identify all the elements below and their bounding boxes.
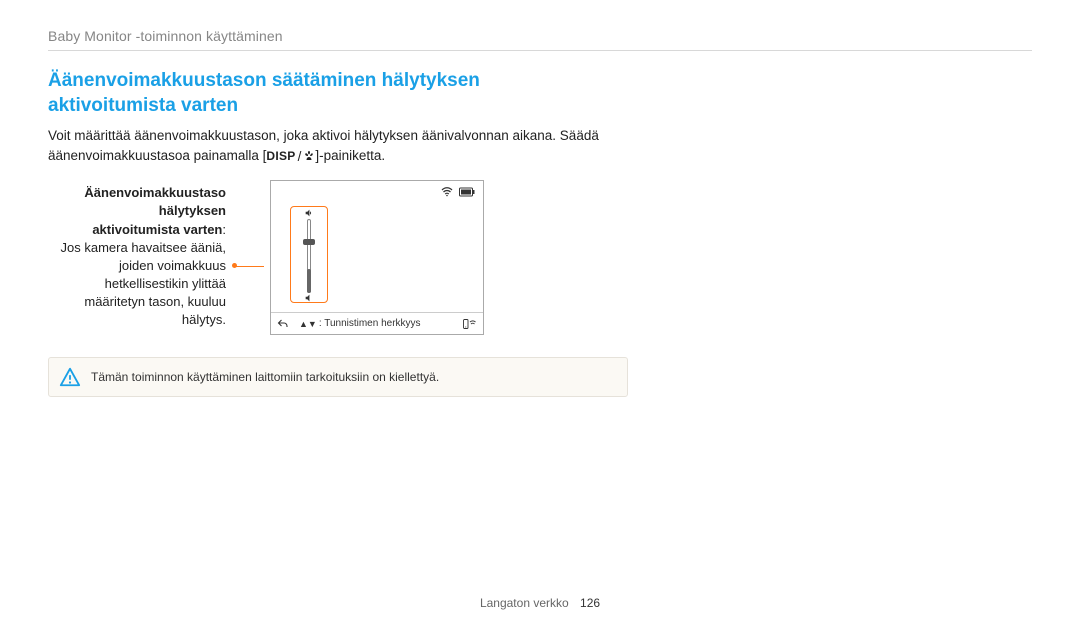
footer-page-number: 126 [580, 596, 600, 610]
sound-on-icon [304, 208, 314, 218]
note-text: Tämän toiminnon käyttäminen laittomiin t… [91, 370, 439, 384]
divider [48, 50, 1032, 51]
callout-colon: : [222, 222, 226, 237]
phone-waves-icon [463, 318, 477, 330]
up-down-arrows-icon: ▲▼ [299, 319, 317, 329]
back-icon [277, 318, 289, 330]
leader-line [234, 266, 264, 267]
body-text-post: ]-painiketta. [315, 148, 385, 163]
warning-icon [59, 366, 81, 388]
page-footer: Langaton verkko 126 [0, 596, 1080, 610]
callout-bold-2: hälytyksen [159, 203, 226, 218]
screen-footer-text: : Tunnistimen herkkyys [319, 318, 459, 329]
slider-fill [307, 269, 311, 293]
callout-bold-3: aktivoitumista varten [92, 222, 222, 237]
body-paragraph: Voit määrittää äänenvoimakkuustason, jok… [48, 126, 608, 166]
leader-dot [232, 263, 237, 268]
breadcrumb: Baby Monitor -toiminnon käyttäminen [48, 28, 1032, 44]
disp-text: DISP [266, 148, 295, 165]
callout-text: Äänenvoimakkuustaso hälytyksen aktivoitu… [48, 180, 226, 330]
volume-slider[interactable] [296, 211, 322, 299]
slash: / [298, 147, 302, 167]
screen-footer-bar: ▲▼ : Tunnistimen herkkyys [271, 312, 483, 334]
disp-button-label: DISP/ [266, 147, 315, 167]
macro-flower-icon [303, 150, 315, 162]
sound-off-icon [304, 293, 314, 303]
callout-desc: Jos kamera havaitsee ääniä, joiden voima… [61, 240, 226, 328]
slider-knob[interactable] [303, 239, 315, 245]
camera-screen-mockup: ▲▼ : Tunnistimen herkkyys [270, 180, 484, 335]
section-heading: Äänenvoimakkuustason säätäminen hälytyks… [48, 69, 608, 118]
footer-section: Langaton verkko [480, 596, 569, 610]
callout-bold-1: Äänenvoimakkuustaso [84, 185, 226, 200]
warning-note: Tämän toiminnon käyttäminen laittomiin t… [48, 357, 628, 397]
battery-icon [459, 187, 475, 197]
wifi-icon [441, 187, 453, 197]
